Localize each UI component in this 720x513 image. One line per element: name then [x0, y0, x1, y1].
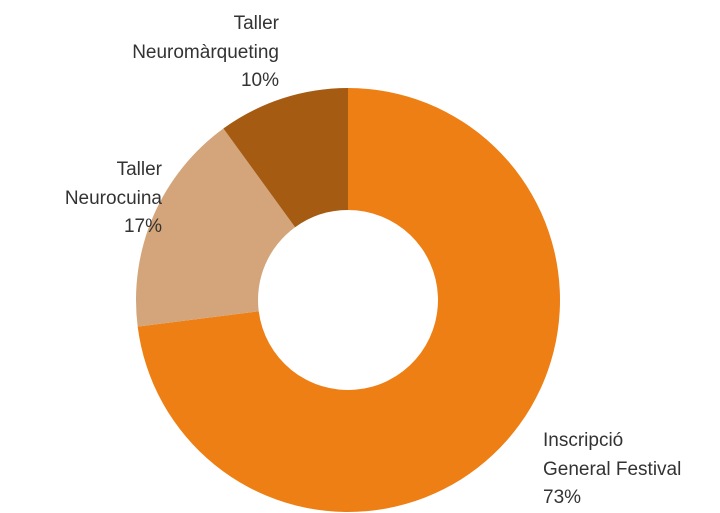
value-label: 17%: [123, 216, 162, 237]
donut-slice: [137, 88, 560, 512]
donut-slice: [223, 88, 348, 228]
donut-slice: [135, 128, 296, 327]
category-name: Taller Neuromàrqueting: [132, 13, 279, 63]
slice-label: Inscripció General Festival 73%: [543, 427, 681, 513]
slice-label: Taller Neurocuina 17%: [65, 156, 162, 242]
category-name: Taller Neurocuina: [64, 159, 162, 209]
slice-label: Taller Neuromàrqueting 10%: [132, 10, 279, 96]
value-label: 10%: [240, 70, 279, 91]
value-label: 73%: [543, 487, 582, 508]
category-name: Inscripció General Festival: [543, 430, 682, 480]
